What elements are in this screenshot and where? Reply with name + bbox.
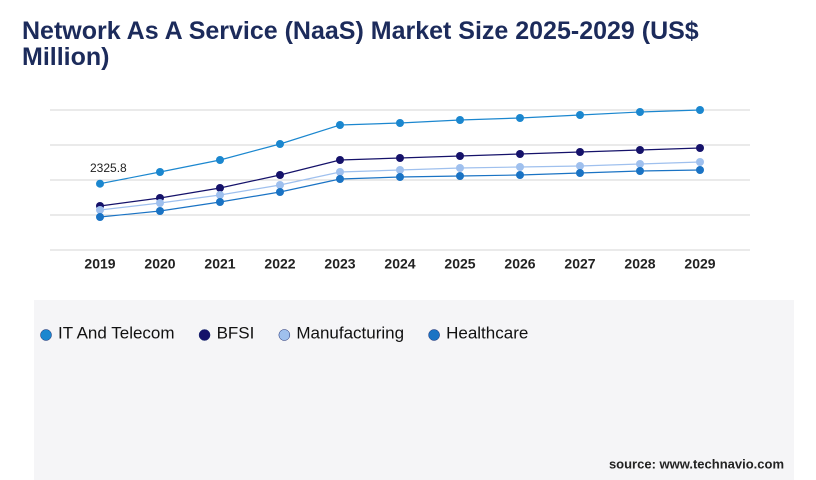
data-point [396,173,404,181]
data-point [456,164,464,172]
data-point [156,199,164,207]
legend-marker [198,329,211,341]
data-point [696,166,704,174]
legend-label: Healthcare [446,323,528,342]
data-point [276,140,284,148]
source: source: www.technavio.com [609,456,784,471]
data-point [216,198,224,206]
data-point [516,163,524,171]
data-point [216,156,224,164]
data-point [216,184,224,192]
data-point [96,213,104,221]
x-tick-label: 2019 [84,256,115,272]
x-tick-label: 2024 [384,256,415,272]
data-point [636,146,644,154]
data-point [96,179,104,188]
chart-title: Network As A Service (NaaS) Market Size … [22,17,699,71]
data-point [636,167,644,175]
data-point [576,148,584,156]
legend-marker [40,329,52,341]
data-point [276,188,284,196]
data-point [396,154,404,162]
data-point [576,111,584,119]
data-point [336,121,344,129]
data-point [336,168,344,176]
legend-item: IT And Telecom [40,323,175,342]
legend-panel [34,300,794,480]
data-point [636,108,644,116]
x-tick-label: 2025 [444,256,475,272]
data-point [216,191,224,199]
data-point [696,106,704,114]
legend-item: Healthcare [428,323,528,342]
x-tick-label: 2029 [684,256,715,272]
data-point [516,171,524,179]
legend-marker [278,329,291,341]
data-point [336,156,344,164]
data-label: 2325.8 [90,161,127,175]
x-tick-label: 2027 [564,256,595,272]
legend-label: IT And Telecom [58,323,175,342]
legend-label: Manufacturing [296,323,404,342]
x-tick-label: 2028 [624,256,655,272]
legend-marker [428,329,440,341]
data-point [576,162,584,170]
data-point [576,169,584,177]
data-point [96,206,104,214]
legend-item: Manufacturing [278,323,404,342]
data-point [396,166,404,174]
data-point [396,119,404,127]
data-point [516,114,524,122]
legend-label: BFSI [217,323,255,342]
data-point [456,172,464,180]
legend-item: BFSI [198,323,255,342]
data-point [156,207,164,215]
data-point [456,116,464,124]
data-point [156,168,164,176]
data-point [636,160,644,168]
data-point [276,181,284,189]
x-tick-label: 2022 [264,256,295,272]
x-tick-label: 2020 [144,256,175,272]
data-point [696,158,704,166]
x-tick-label: 2023 [324,256,355,272]
data-point [456,152,464,160]
data-point [516,150,524,158]
data-point [276,171,284,179]
x-tick-label: 2021 [204,256,235,272]
x-tick-label: 2026 [504,256,535,272]
data-point [336,175,344,183]
data-point [696,144,704,152]
